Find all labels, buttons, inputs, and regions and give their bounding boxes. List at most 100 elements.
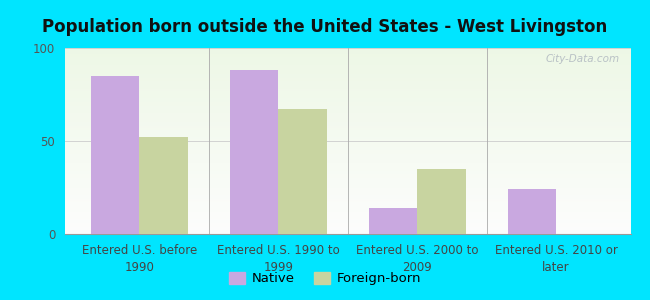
Bar [65, 48, 630, 50]
Bar [65, 223, 630, 225]
Bar [65, 215, 630, 217]
Bar [65, 111, 630, 113]
Bar [65, 178, 630, 180]
Bar [65, 184, 630, 186]
Bar [65, 169, 630, 171]
Bar [139, 137, 188, 234]
Bar [417, 169, 466, 234]
Bar [65, 61, 630, 63]
Bar [65, 94, 630, 96]
Bar [65, 212, 630, 214]
Bar [65, 54, 630, 56]
Bar [65, 93, 630, 94]
Bar [65, 148, 630, 150]
Text: City-Data.com: City-Data.com [545, 54, 619, 64]
Bar [91, 76, 139, 234]
Bar [65, 113, 630, 115]
Bar [65, 121, 630, 122]
Bar [65, 214, 630, 215]
Bar [65, 172, 630, 175]
Bar [65, 96, 630, 98]
Bar [65, 63, 630, 65]
Bar [65, 139, 630, 141]
Bar [65, 208, 630, 210]
Bar [65, 100, 630, 102]
Text: Population born outside the United States - West Livingston: Population born outside the United State… [42, 18, 608, 36]
Bar [65, 206, 630, 208]
Bar [65, 145, 630, 147]
Bar [65, 226, 630, 228]
Bar [65, 57, 630, 59]
Bar [65, 91, 630, 93]
Bar [65, 176, 630, 178]
Bar [65, 171, 630, 172]
Bar [65, 141, 630, 143]
Bar [278, 110, 327, 234]
Bar [65, 126, 630, 128]
Bar [65, 230, 630, 232]
Bar [65, 228, 630, 230]
Bar [65, 59, 630, 61]
Bar [65, 165, 630, 167]
Bar [65, 175, 630, 176]
Bar [65, 150, 630, 152]
Bar [65, 72, 630, 74]
Bar [65, 80, 630, 82]
Bar [65, 102, 630, 104]
Bar [65, 195, 630, 197]
Bar [65, 110, 630, 111]
Bar [65, 202, 630, 204]
Bar [65, 210, 630, 212]
Bar [65, 74, 630, 76]
Bar [65, 189, 630, 191]
Bar [65, 107, 630, 110]
Bar [65, 134, 630, 135]
Bar [65, 204, 630, 206]
Bar [65, 76, 630, 78]
Bar [65, 156, 630, 158]
Bar [65, 87, 630, 89]
Bar [65, 154, 630, 156]
Bar [65, 124, 630, 126]
Bar [65, 137, 630, 139]
Bar [65, 85, 630, 87]
Bar [65, 163, 630, 165]
Bar [65, 83, 630, 85]
Bar [65, 104, 630, 106]
Bar [65, 117, 630, 119]
Bar [65, 65, 630, 67]
Bar [65, 119, 630, 121]
Bar [65, 82, 630, 83]
Bar [65, 197, 630, 199]
Bar [65, 115, 630, 117]
Bar [65, 70, 630, 72]
Bar [508, 189, 556, 234]
Bar [65, 167, 630, 169]
Bar [65, 158, 630, 160]
Bar [65, 217, 630, 219]
Bar [65, 143, 630, 145]
Bar [65, 200, 630, 202]
Bar [65, 68, 630, 70]
Bar [65, 98, 630, 100]
Bar [65, 132, 630, 134]
Legend: Native, Foreign-born: Native, Foreign-born [224, 266, 426, 290]
Bar [65, 50, 630, 52]
Bar [65, 180, 630, 182]
Bar [65, 128, 630, 130]
Bar [65, 147, 630, 148]
Bar [65, 232, 630, 234]
Bar [65, 130, 630, 132]
Bar [65, 56, 630, 57]
Bar [65, 161, 630, 163]
Bar [65, 193, 630, 195]
Bar [65, 52, 630, 54]
Bar [65, 221, 630, 223]
Bar [65, 152, 630, 154]
Bar [65, 199, 630, 200]
Bar [65, 135, 630, 137]
Bar [65, 122, 630, 124]
Bar [65, 182, 630, 184]
Bar [65, 225, 630, 226]
Bar [65, 219, 630, 221]
